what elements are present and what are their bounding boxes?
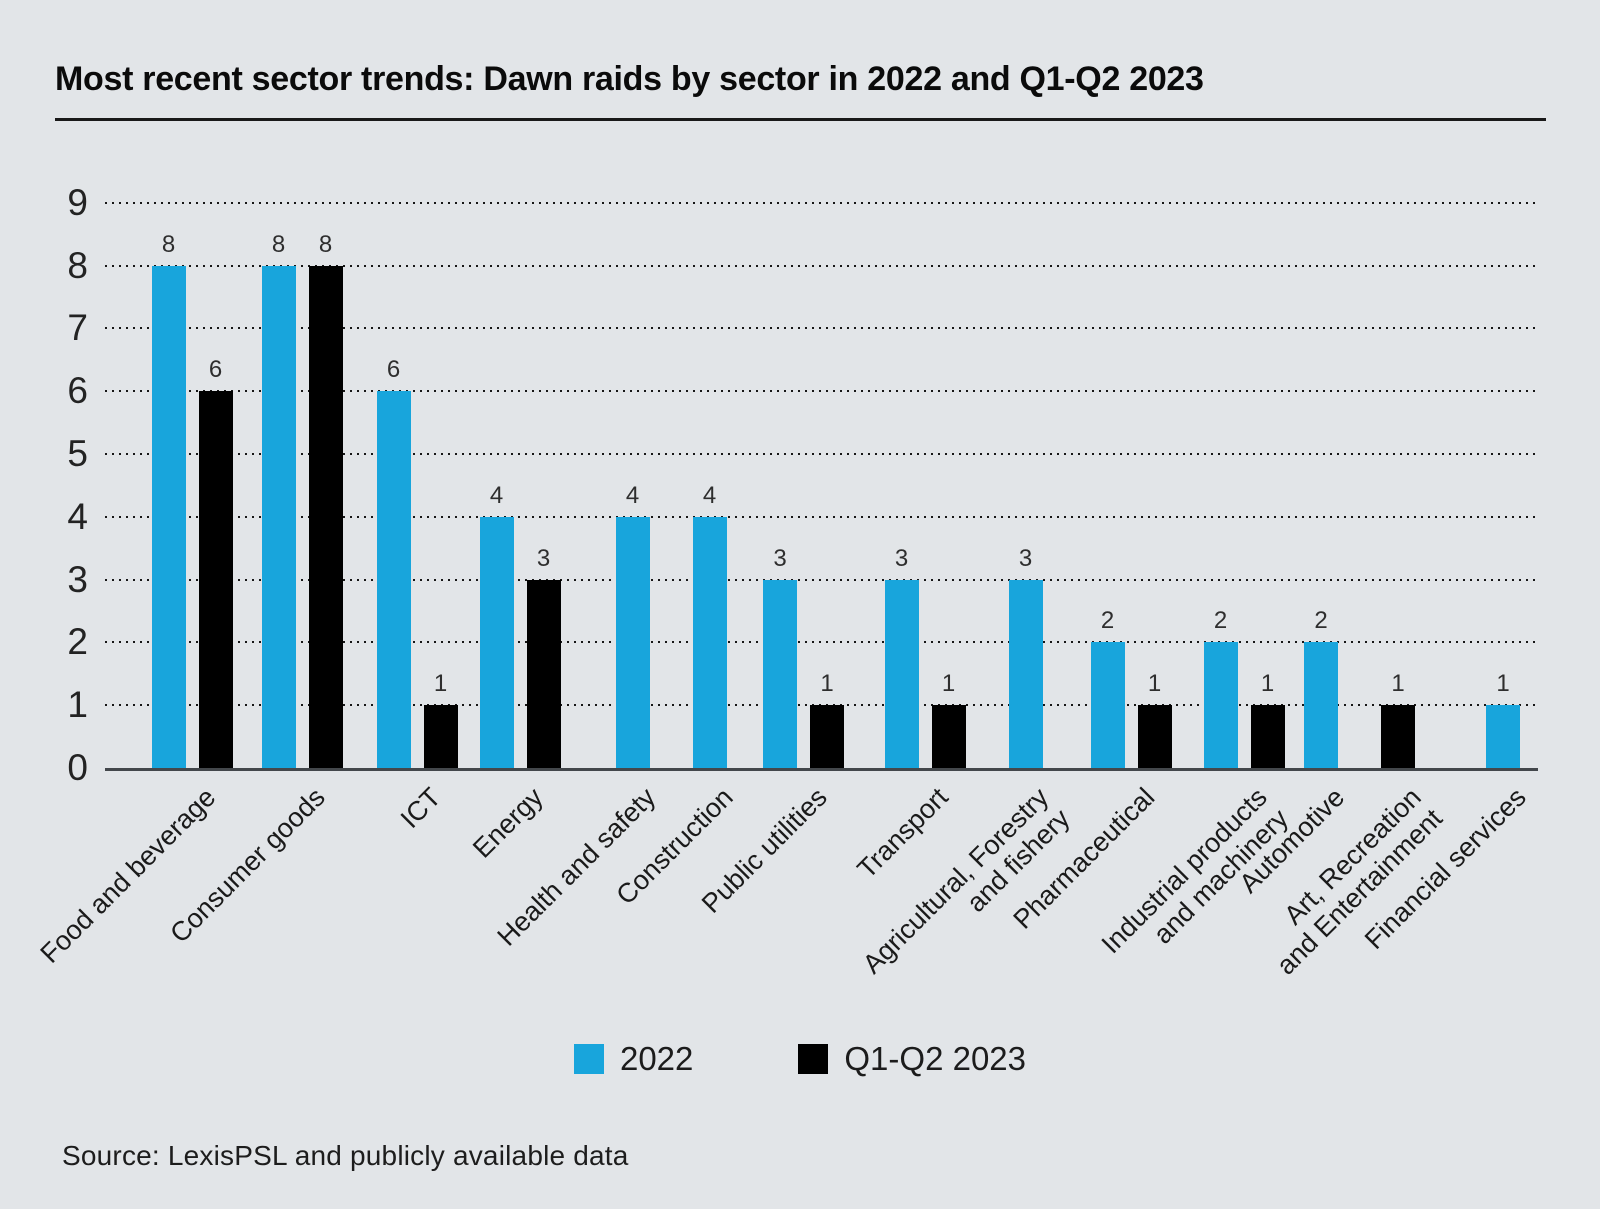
title-rule — [55, 118, 1546, 121]
bar-q1-q2-2023-industrial-products-and-machinery — [1250, 705, 1285, 768]
value-label-q1-q2-2023-art-recreation-and-entertainment: 1 — [1391, 670, 1405, 698]
bar-2022-construction — [692, 516, 727, 768]
bar-2022-health-and-safety — [615, 516, 650, 768]
value-label-2022-health-and-safety: 4 — [625, 481, 640, 509]
gridline-y-7 — [105, 327, 1538, 330]
value-label-q1-q2-2023-food-and-beverage: 6 — [208, 356, 223, 384]
legend-swatch-2022-icon — [573, 1044, 604, 1074]
value-label-q1-q2-2023-transport: 1 — [941, 670, 956, 698]
bar-q1-q2-2023-public-utilities — [810, 705, 844, 768]
bar-2022-public-utilities — [763, 579, 797, 768]
gridline-y-8 — [105, 264, 1538, 267]
value-label-2022-industrial-products-and-machinery: 2 — [1213, 607, 1228, 635]
bar-q1-q2-2023-pharmaceutical — [1137, 705, 1172, 768]
value-label-2022-ict: 6 — [386, 356, 401, 384]
bar-2022-agricultural-forestry-and-fishery — [1008, 579, 1043, 768]
bar-2022-transport — [884, 579, 919, 768]
value-label-q1-q2-2023-ict: 1 — [433, 670, 448, 698]
y-axis-tick-label-8: 8 — [67, 244, 88, 286]
bar-2022-energy — [479, 516, 514, 768]
bar-q1-q2-2023-ict — [423, 705, 458, 768]
y-axis-tick-label-0: 0 — [67, 747, 88, 788]
y-axis-tick-label-1: 1 — [67, 684, 88, 726]
value-label-2022-construction: 4 — [702, 481, 717, 509]
y-axis-tick-label-9: 9 — [67, 181, 88, 223]
y-axis-tick-label-2: 2 — [67, 621, 88, 663]
bar-2022-industrial-products-and-machinery — [1203, 642, 1238, 768]
y-axis-tick-label-3: 3 — [67, 558, 88, 600]
legend-item-q1-q2-2023: Q1-Q2 2023 — [798, 1040, 1026, 1078]
x-axis-line — [105, 768, 1538, 771]
value-label-q1-q2-2023-public-utilities: 1 — [820, 670, 834, 698]
bar-2022-pharmaceutical — [1090, 642, 1125, 768]
gridline-y-4 — [105, 515, 1538, 518]
legend: 2022 Q1-Q2 2023 — [0, 1040, 1600, 1078]
y-axis-tick-label-4: 4 — [67, 495, 88, 537]
gridline-y-9 — [105, 201, 1538, 204]
bar-2022-automotive — [1304, 642, 1338, 768]
value-label-q1-q2-2023-consumer-goods: 8 — [318, 230, 333, 258]
gridline-y-2 — [105, 641, 1538, 644]
x-axis-category-label-transport: Transport — [852, 782, 955, 885]
bar-2022-consumer-goods — [261, 265, 296, 768]
gridline-y-5 — [105, 453, 1538, 455]
x-axis-category-label-energy: Energy — [467, 782, 550, 864]
value-label-2022-consumer-goods: 8 — [271, 230, 286, 258]
value-label-2022-pharmaceutical: 2 — [1100, 607, 1115, 635]
bar-q1-q2-2023-energy — [526, 579, 561, 768]
value-label-q1-q2-2023-energy: 3 — [536, 544, 551, 572]
value-label-2022-agricultural-forestry-and-fishery: 3 — [1018, 544, 1033, 572]
legend-label-q1-q2-2023: Q1-Q2 2023 — [844, 1040, 1027, 1077]
bar-q1-q2-2023-transport — [931, 705, 966, 768]
value-label-2022-automotive: 2 — [1314, 607, 1328, 635]
source-note: Source: LexisPSL and publicly available … — [62, 1140, 629, 1171]
page-title: Most recent sector trends: Dawn raids by… — [55, 60, 1204, 98]
y-axis-tick-label-7: 7 — [67, 307, 88, 349]
value-label-2022-financial-services: 1 — [1496, 670, 1510, 698]
bar-q1-q2-2023-food-and-beverage — [198, 391, 233, 768]
legend-swatch-q1-q2-2023-icon — [798, 1044, 829, 1074]
bar-q1-q2-2023-art-recreation-and-entertainment — [1381, 705, 1415, 768]
value-label-2022-transport: 3 — [894, 544, 909, 572]
gridline-y-6 — [105, 390, 1538, 393]
bar-q1-q2-2023-consumer-goods — [308, 265, 343, 768]
legend-item-2022: 2022 — [573, 1040, 694, 1078]
gridline-y-3 — [105, 578, 1538, 581]
value-label-2022-food-and-beverage: 8 — [161, 230, 176, 258]
y-axis-tick-label-6: 6 — [67, 370, 88, 412]
bar-2022-food-and-beverage — [151, 265, 186, 768]
value-label-2022-public-utilities: 3 — [773, 544, 787, 572]
bar-2022-financial-services — [1486, 705, 1520, 768]
value-label-q1-q2-2023-pharmaceutical: 1 — [1147, 670, 1162, 698]
y-axis-tick-label-5: 5 — [67, 433, 88, 474]
value-label-2022-energy: 4 — [489, 481, 504, 509]
x-axis-category-label-ict: ICT — [394, 782, 447, 834]
legend-label-2022: 2022 — [619, 1040, 694, 1077]
bar-2022-ict — [376, 391, 411, 768]
value-label-q1-q2-2023-industrial-products-and-machinery: 1 — [1260, 670, 1275, 698]
